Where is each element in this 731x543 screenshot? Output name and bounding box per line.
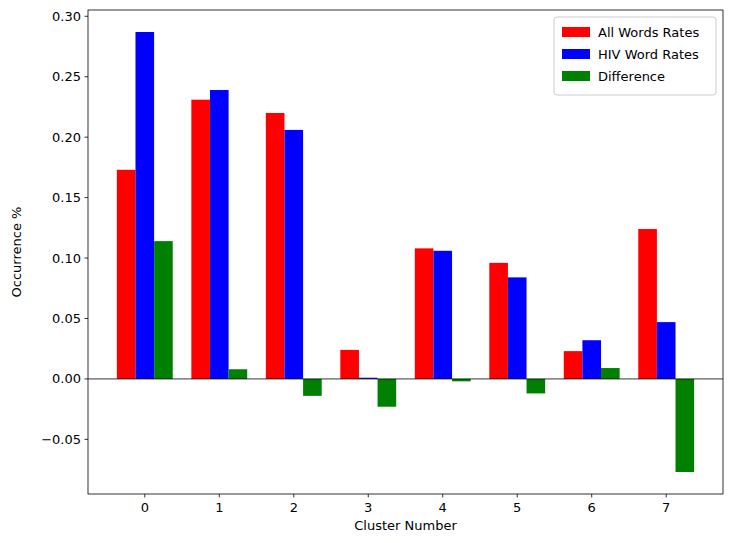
bar [154,241,173,379]
bar [601,368,620,379]
x-tick [666,494,667,498]
bar [676,379,695,472]
background [0,0,731,543]
x-tick [144,494,145,498]
bar [638,229,657,379]
bar [303,379,322,396]
bar [117,170,136,379]
x-tick-label: 1 [215,500,223,515]
x-tick-label: 3 [364,500,372,515]
y-tick [85,439,89,440]
y-tick [85,16,89,17]
x-tick [293,494,294,498]
bar [340,350,359,379]
x-tick [368,494,369,498]
y-tick-label: 0.20 [52,130,81,145]
legend-swatch [562,71,590,81]
bar [582,340,601,379]
bar [266,113,285,379]
x-tick-label: 2 [290,500,298,515]
y-tick-label: −0.05 [41,432,81,447]
bar [135,32,154,379]
legend-label: HIV Word Rates [598,47,699,62]
bar [489,263,508,379]
bar [284,130,303,379]
x-tick-label: 4 [439,500,447,515]
bar [527,379,546,394]
y-tick [85,197,89,198]
y-tick-label: 0.15 [52,190,81,205]
bar [564,351,583,379]
bar [229,369,248,379]
chart: 0 1 2 3 4 5 6 7 −0.05 0.00 0.05 0.10 0.15 0.20 0.25 0.3… [0,0,731,543]
legend-box [554,17,716,95]
legend-label: All Words Rates [598,25,699,40]
legend-swatch [562,49,590,59]
x-tick-label: 5 [513,500,521,515]
y-tick [85,137,89,138]
zero-line [88,378,723,379]
bars [88,32,723,472]
bar [210,90,229,379]
x-axis-label: Cluster Number [354,518,457,533]
x-tick [591,494,592,498]
legend-swatch [562,27,590,37]
bar [657,322,676,379]
y-tick-label: 0.25 [52,69,81,84]
bar [433,251,452,379]
y-tick [85,318,89,319]
y-tick [85,76,89,77]
legend: All Words Rates HIV Word Rates Difference [554,17,716,95]
x-tick-label: 6 [588,500,596,515]
y-tick-label: 0.05 [52,311,81,326]
legend-label: Difference [598,69,665,84]
x-tick-label: 7 [662,500,670,515]
bar [415,248,434,379]
bar [508,277,527,379]
bar [378,379,397,407]
x-tick [219,494,220,498]
plot-frame [88,10,723,494]
y-tick [85,378,89,379]
y-tick-label: 0.30 [52,9,81,24]
x-tick-label: 0 [141,500,149,515]
x-tick [517,494,518,498]
x-tick [442,494,443,498]
y-tick-label: 0.10 [52,251,81,266]
bar [191,100,210,379]
y-tick [85,258,89,259]
y-axis-label: Occurrence % [9,207,24,298]
y-tick-label: 0.00 [52,371,81,386]
